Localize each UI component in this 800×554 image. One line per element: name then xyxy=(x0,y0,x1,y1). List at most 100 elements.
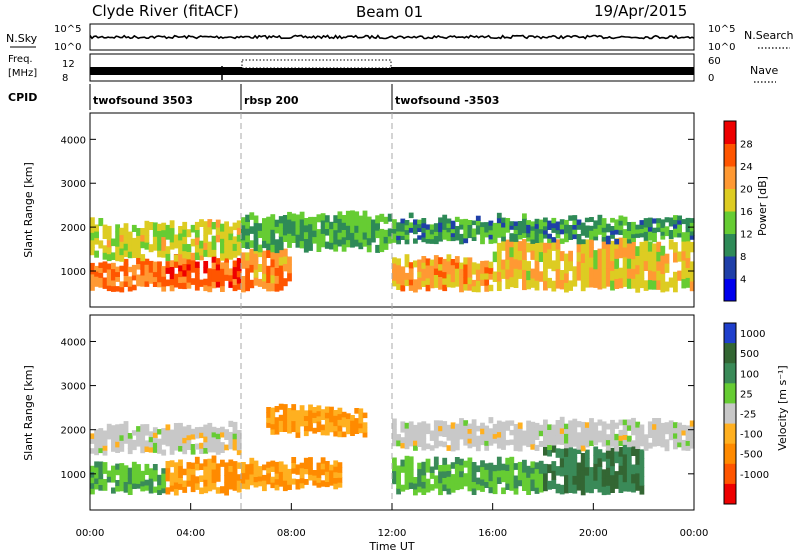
heatmap-cell xyxy=(631,278,636,289)
heatmap-cell xyxy=(270,413,276,419)
heatmap-cell xyxy=(186,275,192,283)
heatmap-cell xyxy=(446,476,452,483)
heatmap-cell xyxy=(454,423,460,430)
heatmap-cell xyxy=(203,228,209,236)
heatmap-cell xyxy=(534,280,540,291)
heatmap-cell xyxy=(396,488,401,495)
heatmap-cell xyxy=(329,464,334,471)
heatmap-cell xyxy=(400,231,406,236)
heatmap-cell xyxy=(236,248,242,256)
heatmap-cell xyxy=(278,216,284,224)
heatmap-cell xyxy=(631,268,636,279)
heatmap-cell xyxy=(123,432,129,439)
heatmap-cell xyxy=(433,255,439,263)
heatmap-cell xyxy=(652,270,657,281)
heatmap-cell xyxy=(249,240,255,248)
heatmap-cell xyxy=(345,413,351,419)
heatmap-cell xyxy=(668,221,674,227)
heatmap-cell xyxy=(228,459,234,466)
heatmap-cell xyxy=(555,420,561,426)
heatmap-cell xyxy=(643,260,649,271)
heatmap-cell xyxy=(639,435,645,441)
heatmap-cell xyxy=(475,465,481,473)
nave-trace xyxy=(241,59,392,69)
heatmap-cell xyxy=(329,469,334,476)
heatmap-cell xyxy=(454,463,460,471)
heatmap-cell xyxy=(656,440,662,447)
heatmap-cell xyxy=(333,243,339,252)
heatmap-cell xyxy=(589,484,594,494)
heatmap-cell xyxy=(664,253,670,264)
heatmap-cell xyxy=(626,444,632,455)
heatmap-cell xyxy=(341,431,347,438)
heatmap-cell xyxy=(90,471,95,478)
heatmap-cell xyxy=(324,423,330,430)
heatmap-cell xyxy=(102,430,108,436)
heatmap-cell xyxy=(119,227,125,236)
heatmap-cell xyxy=(647,231,653,237)
heatmap-cell xyxy=(308,223,313,231)
heatmap-cell xyxy=(199,426,204,433)
heatmap-cell xyxy=(471,279,477,287)
heatmap-cell xyxy=(119,468,125,475)
heatmap-cell xyxy=(488,234,494,240)
heatmap-cell xyxy=(287,418,292,424)
colorbar-swatch xyxy=(724,423,736,445)
heatmap-cell xyxy=(568,436,573,443)
heatmap-cell xyxy=(182,257,188,264)
heatmap-cell xyxy=(203,242,209,250)
heatmap-cell xyxy=(559,228,565,235)
heatmap-cell xyxy=(543,472,548,483)
heatmap-cell xyxy=(534,444,540,451)
heatmap-cell xyxy=(459,433,464,440)
heatmap-cell xyxy=(454,268,460,275)
heatmap-cell xyxy=(106,279,112,286)
heatmap-cell xyxy=(173,273,179,281)
heatmap-cell xyxy=(480,422,485,429)
heatmap-cell xyxy=(211,482,217,490)
colorbar-swatch xyxy=(724,233,736,257)
heatmap-cell xyxy=(144,220,150,229)
heatmap-cell xyxy=(484,435,490,441)
heatmap-cell xyxy=(245,214,250,222)
nave-tick-top: 60 xyxy=(708,56,721,67)
heatmap-cell xyxy=(165,461,171,469)
heatmap-cell xyxy=(333,222,339,231)
heatmap-cell xyxy=(186,251,192,260)
heatmap-cell xyxy=(442,277,448,285)
heatmap-cell xyxy=(140,241,146,249)
heatmap-cell xyxy=(333,483,339,490)
heatmap-cell xyxy=(685,237,691,249)
heatmap-cell xyxy=(215,281,221,288)
heatmap-cell xyxy=(157,489,162,495)
heatmap-cell xyxy=(94,477,99,484)
heatmap-cell xyxy=(601,477,607,487)
heatmap-cell xyxy=(496,420,502,427)
heatmap-cell xyxy=(257,223,263,231)
heatmap-cell xyxy=(203,266,209,274)
heatmap-cell xyxy=(622,233,628,238)
heatmap-cell xyxy=(157,230,162,238)
heatmap-cell xyxy=(194,273,200,280)
heatmap-cell xyxy=(593,220,599,225)
heatmap-cell xyxy=(618,456,624,466)
heatmap-cell xyxy=(673,271,678,283)
heatmap-cell xyxy=(614,445,620,452)
heatmap-cell xyxy=(584,268,590,279)
heatmap-cell xyxy=(538,233,544,239)
heatmap-cell xyxy=(501,487,506,495)
heatmap-cell xyxy=(597,248,603,260)
heatmap-cell xyxy=(635,427,641,433)
colorbar-swatch xyxy=(724,443,736,465)
heatmap-cell xyxy=(182,221,188,230)
heatmap-cell xyxy=(446,273,452,281)
heatmap-cell xyxy=(329,411,334,418)
heatmap-cell xyxy=(140,429,146,437)
heatmap-cell xyxy=(584,277,590,288)
heatmap-cell xyxy=(337,467,343,473)
heatmap-cell xyxy=(94,224,99,232)
heatmap-cell xyxy=(576,261,582,272)
heatmap-cell xyxy=(501,217,506,223)
heatmap-cell xyxy=(421,481,427,489)
heatmap-cell xyxy=(463,218,469,225)
